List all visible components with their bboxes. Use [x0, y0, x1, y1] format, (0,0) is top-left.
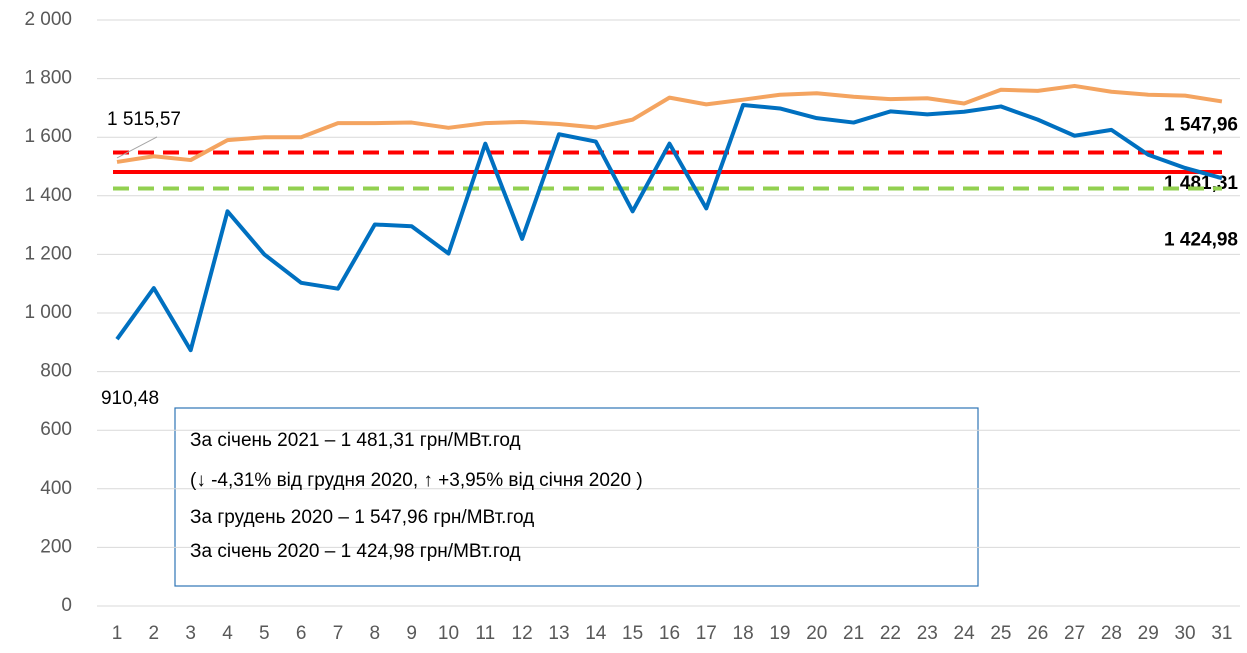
x-tick-label: 9 — [406, 623, 417, 644]
x-tick-label: 18 — [733, 623, 754, 644]
x-tick-label: 31 — [1211, 623, 1232, 644]
x-tick-label: 10 — [438, 623, 459, 644]
annotation-box — [174, 407, 979, 587]
y-tick-label: 1 000 — [24, 302, 72, 323]
y-tick-label: 400 — [40, 478, 72, 499]
y-tick-label: 200 — [40, 536, 72, 557]
reference-label: 1 547,96 — [1164, 114, 1238, 135]
x-tick-label: 17 — [696, 623, 717, 644]
x-tick-label: 11 — [475, 623, 495, 644]
x-tick-label: 8 — [370, 623, 381, 644]
y-tick-label: 600 — [40, 419, 72, 440]
x-tick-label: 27 — [1064, 623, 1085, 644]
series-line — [115, 102, 1223, 353]
x-tick-label: 28 — [1101, 623, 1122, 644]
x-tick-label: 6 — [296, 623, 307, 644]
x-tick-label: 25 — [990, 623, 1011, 644]
x-tick-label: 21 — [843, 623, 864, 644]
reference-label: 1 424,98 — [1164, 229, 1238, 250]
x-tick-label: 22 — [880, 623, 901, 644]
x-tick-label: 7 — [333, 623, 344, 644]
x-tick-label: 29 — [1138, 623, 1159, 644]
annotation-text: За січень 2021 – 1 481,31 грн/МВт.год — [190, 430, 521, 451]
y-tick-label: 800 — [40, 361, 72, 382]
x-tick-label: 13 — [548, 623, 569, 644]
x-tick-label: 4 — [222, 623, 233, 644]
y-tick-label: 1 400 — [24, 185, 72, 206]
x-tick-label: 23 — [917, 623, 938, 644]
series-line — [116, 83, 1223, 164]
y-tick-label: 1 600 — [24, 126, 72, 147]
data-label: 910,48 — [101, 388, 159, 409]
x-tick-label: 12 — [512, 623, 533, 644]
annotation-text: (↓ -4,31% від грудня 2020, ↑ +3,95% від … — [190, 470, 643, 491]
x-tick-label: 30 — [1174, 623, 1195, 644]
annotation-text: За грудень 2020 – 1 547,96 грн/МВт.год — [190, 507, 534, 528]
x-tick-label: 2 — [149, 623, 160, 644]
x-tick-label: 14 — [585, 623, 607, 644]
y-tick-label: 2 000 — [24, 9, 72, 30]
leader-line — [116, 136, 158, 159]
x-tick-label: 24 — [954, 623, 976, 644]
data-label: 1 515,57 — [107, 109, 181, 130]
y-tick-label: 1 800 — [24, 68, 72, 89]
x-tick-label: 26 — [1027, 623, 1048, 644]
x-tick-label: 15 — [622, 623, 643, 644]
x-tick-label: 3 — [185, 623, 196, 644]
x-tick-label: 5 — [259, 623, 270, 644]
x-tick-label: 1 — [112, 623, 123, 644]
x-tick-label: 19 — [769, 623, 790, 644]
reference-label: 1 481,31 — [1164, 173, 1238, 194]
x-tick-label: 20 — [806, 623, 827, 644]
annotation-text: За січень 2020 – 1 424,98 грн/МВт.год — [190, 541, 521, 562]
y-tick-label: 1 200 — [24, 243, 72, 264]
x-tick-label: 16 — [659, 623, 680, 644]
y-tick-label: 0 — [61, 595, 72, 616]
